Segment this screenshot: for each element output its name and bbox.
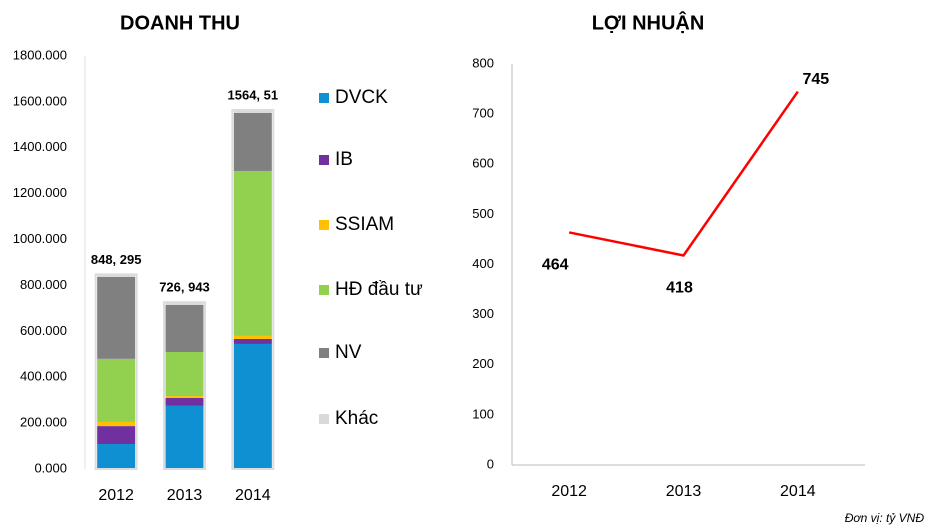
x-tick-label: 2012 <box>98 487 134 504</box>
bar-segment <box>165 304 204 352</box>
legend-swatch <box>319 414 329 424</box>
legend-item: HĐ đầu tư <box>319 277 425 303</box>
y-tick-label: 400 <box>472 256 494 271</box>
legend-item: IB <box>319 147 425 173</box>
bar-segment <box>165 351 204 397</box>
bar-segment <box>233 170 272 336</box>
legend-label: NV <box>335 342 362 363</box>
y-tick-label: 1400.000 <box>13 139 67 154</box>
legend-label: DVCK <box>335 87 388 108</box>
bar-segment <box>233 343 272 469</box>
legend-item: Khác <box>319 406 425 432</box>
y-tick-label: 800.000 <box>20 277 67 292</box>
y-tick-label: 1200.000 <box>13 185 67 200</box>
legend-label: IB <box>335 149 353 170</box>
y-tick-label: 0.000 <box>34 460 67 475</box>
legend-item: NV <box>319 340 425 366</box>
legend-label: HĐ đầu tư <box>335 279 423 300</box>
y-tick-label: 400.000 <box>20 369 67 384</box>
x-tick-label: 2013 <box>666 483 702 500</box>
legend-label: Khác <box>335 408 379 429</box>
x-tick-label: 2014 <box>235 487 271 504</box>
y-tick-label: 200.000 <box>20 415 67 430</box>
total-marker <box>163 301 206 470</box>
total-label: 1564, 51 <box>228 87 279 102</box>
legend-swatch <box>319 348 329 358</box>
y-tick-label: 1000.000 <box>13 231 67 246</box>
y-tick-label: 700 <box>472 106 494 121</box>
x-tick-label: 2012 <box>551 483 587 500</box>
total-label: 848, 295 <box>91 252 142 267</box>
bar-segment <box>97 276 136 359</box>
chart-title: LỢI NHUẬN <box>592 10 705 34</box>
bar-segment <box>97 426 136 444</box>
x-tick-label: 2014 <box>780 483 816 500</box>
total-marker <box>94 273 138 471</box>
bar-segment <box>97 443 136 469</box>
data-label: 464 <box>542 257 569 274</box>
bar-segment <box>233 335 272 339</box>
y-tick-label: 0 <box>487 456 494 471</box>
y-tick-label: 800 <box>472 55 494 70</box>
bar-segment <box>165 405 204 469</box>
y-tick-label: 1800.000 <box>13 47 67 62</box>
unit-note: Đơn vị: tỷ VNĐ <box>844 511 924 525</box>
bar-segment <box>165 302 204 305</box>
legend-swatch <box>319 285 329 295</box>
total-marker <box>231 109 275 471</box>
y-tick-label: 100 <box>472 406 494 421</box>
legend-item: DVCK <box>319 85 425 111</box>
bar-segment <box>97 358 136 422</box>
y-tick-label: 600.000 <box>20 323 67 338</box>
bar-segment <box>165 397 204 406</box>
y-tick-label: 300 <box>472 306 494 321</box>
y-tick-label: 600 <box>472 156 494 171</box>
total-label: 726, 943 <box>159 280 210 295</box>
bar-segment <box>97 274 136 277</box>
x-tick-label: 2013 <box>167 487 203 504</box>
data-label: 745 <box>802 71 829 88</box>
y-tick-label: 500 <box>472 206 494 221</box>
y-tick-label: 200 <box>472 356 494 371</box>
bar-segment <box>165 396 204 398</box>
legend-swatch <box>319 155 329 165</box>
legend-item: SSIAM <box>319 212 425 238</box>
y-tick-label: 1600.000 <box>13 93 67 108</box>
legend-swatch <box>319 220 329 230</box>
bar-segment <box>233 110 272 113</box>
bar-segment <box>97 421 136 427</box>
data-label: 418 <box>666 280 693 297</box>
legend-label: SSIAM <box>335 214 395 235</box>
chart-title: DOANH THU <box>120 12 240 34</box>
line <box>568 90 799 257</box>
legend-swatch <box>319 93 329 103</box>
bar-segment <box>233 112 272 171</box>
bar-segment <box>233 338 272 344</box>
